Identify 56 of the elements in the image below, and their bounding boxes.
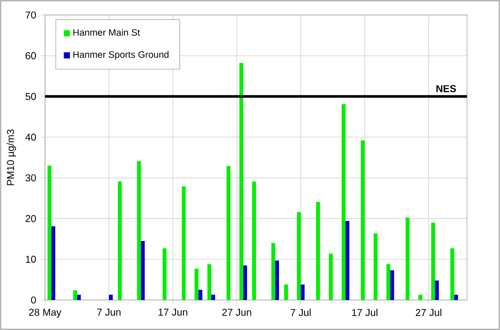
- x-tick-label: 27 Jun: [222, 308, 252, 316]
- bar: [73, 290, 77, 300]
- y-axis-title: PM10 µg/m3: [6, 130, 16, 186]
- bar: [431, 222, 436, 300]
- ref-line-label: NES: [436, 85, 456, 92]
- bar: [450, 248, 454, 300]
- bar: [194, 268, 198, 300]
- bar: [418, 294, 422, 300]
- bar: [211, 294, 216, 300]
- y-tick-label: 40: [25, 134, 36, 141]
- bar: [342, 104, 346, 300]
- y-tick-label: 60: [26, 52, 36, 60]
- bar: [239, 63, 244, 300]
- bar: [374, 233, 378, 300]
- bar: [243, 265, 248, 300]
- bar: [300, 284, 305, 300]
- bar: [118, 182, 122, 300]
- bar: [346, 221, 350, 300]
- bar: [316, 202, 320, 300]
- bar: [296, 212, 301, 300]
- y-tick-label: 0: [31, 296, 36, 304]
- legend-label: Hanmer Sports Ground: [73, 50, 168, 60]
- y-tick-label: 10: [26, 256, 36, 263]
- bar: [48, 166, 52, 300]
- bar: [108, 294, 113, 300]
- bar: [140, 240, 145, 300]
- x-tick-label: 17 Jun: [158, 308, 188, 316]
- x-tick-label: 17 Jul: [352, 308, 378, 316]
- bar: [252, 182, 256, 300]
- bar: [162, 248, 166, 300]
- bar: [454, 294, 458, 300]
- x-tick-label: 27 Jul: [416, 308, 442, 316]
- legend-label: Hanmer Main St: [73, 28, 140, 36]
- bar: [207, 264, 212, 300]
- bar: [182, 186, 186, 300]
- bar: [226, 166, 230, 300]
- x-tick-label: 7 Jul: [290, 308, 311, 316]
- y-tick-label: 20: [26, 215, 36, 222]
- y-tick-label: 70: [26, 11, 36, 19]
- bar: [198, 290, 202, 300]
- bar: [76, 294, 81, 300]
- bar: [275, 260, 280, 300]
- bar: [390, 270, 394, 300]
- bar: [386, 264, 390, 300]
- x-tick-label: 7 Jun: [97, 308, 121, 316]
- y-tick-label: 30: [26, 174, 36, 182]
- bar: [328, 254, 333, 300]
- bar: [271, 243, 276, 300]
- y-tick-label: 50: [26, 92, 36, 100]
- bar: [435, 280, 439, 300]
- bar: [284, 284, 288, 300]
- x-tick-label: 28 May: [29, 308, 62, 318]
- bar: [137, 161, 141, 300]
- bar: [406, 217, 410, 300]
- bar: [51, 226, 56, 300]
- bar: [360, 140, 365, 300]
